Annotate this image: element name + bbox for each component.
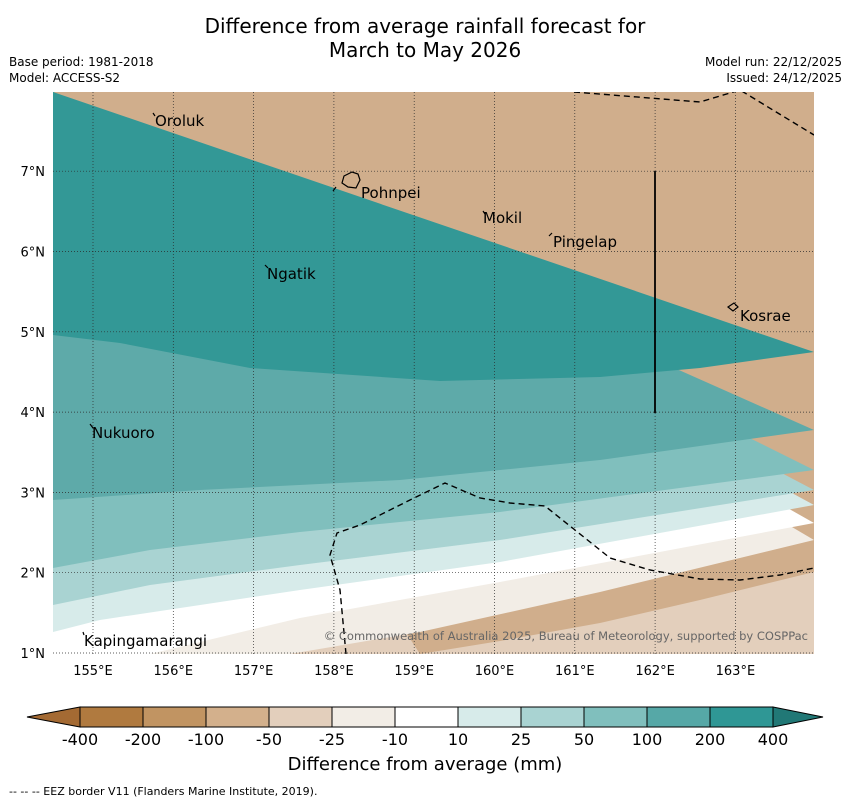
pohnpei-islet-shape [332,186,337,192]
model-name: Model: ACCESS-S2 [9,71,121,85]
longitude-label: 162°E [635,664,675,679]
colorbar-tick-label: -100 [187,730,225,749]
meta-right: Model run: 22/12/2025 Issued: 24/12/2025 [705,54,842,86]
longitude-label: 156°E [154,664,194,679]
colorbar-tick-label: -50 [255,730,283,749]
latitude-label: 5°N [21,326,46,341]
place-label-pohnpei: Pohnpei [361,184,421,202]
colorbar-extend-high [772,706,824,728]
latitude-label: 1°N [21,647,46,662]
colorbar-tick-label: 200 [694,730,726,749]
colorbar-segment [205,706,270,728]
place-label-mokil: Mokil [483,209,522,227]
colorbar-segment [520,706,585,728]
latitude-label: 3°N [21,486,46,501]
place-label-oroluk: Oroluk [155,112,204,130]
kapingamarangi-atoll-shape [82,631,85,636]
colorbar-tick-label: 25 [510,730,532,749]
latitude-label: 4°N [21,406,46,421]
pohnpei-island-shape [341,171,361,189]
colorbar-tick-label: -200 [124,730,162,749]
longitude-label: 163°E [716,664,756,679]
longitude-label: 159°E [394,664,434,679]
place-label-nukuoro: Nukuoro [92,424,155,442]
colorbar-segment [709,706,774,728]
place-label-pingelap: Pingelap [553,233,617,251]
eez-borders [329,92,814,654]
model-run: Model run: 22/12/2025 [704,55,842,69]
nukuoro-atoll-shape [89,423,94,429]
colorbar-tick-label: 100 [631,730,663,749]
meta-left: Base period: 1981-2018 Model: ACCESS-S2 [9,54,154,86]
mokil-atoll-shape [482,210,486,215]
colorbar-segment [646,706,711,728]
latitude-label: 7°N [21,165,46,180]
latitude-labels: 1°N 2°N 3°N 4°N 5°N 6°N 7°N [21,165,46,662]
longitude-label: 161°E [555,664,595,679]
place-label-ngatik: Ngatik [267,265,316,283]
oroluk-atoll-shape [152,112,156,117]
eez-border-south [329,482,814,654]
colorbar [26,706,824,728]
colorbar-tick-label: -25 [318,730,346,749]
colorbar-segment [268,706,333,728]
colorbar-segment [142,706,207,728]
map-fill [53,92,814,654]
kosrae-island-shape [726,302,739,312]
footnote: -- -- -- EEZ border V11 (Flanders Marine… [9,785,318,798]
copyright-text: © Commonwealth of Australia 2025, Bureau… [324,629,808,643]
ngatik-atoll-shape [264,264,269,269]
colorbar-tick-label: -400 [61,730,99,749]
colorbar-segment [79,706,144,728]
longitude-label: 155°E [73,664,113,679]
issued-date: Issued: 24/12/2025 [726,71,842,85]
band-200 [53,92,814,381]
longitude-label: 157°E [234,664,274,679]
colorbar-segment [457,706,522,728]
colorbar-tick-label: 10 [447,730,469,749]
longitude-label: 160°E [475,664,515,679]
latitude-label: 2°N [21,567,46,582]
base-period: Base period: 1981-2018 [9,55,154,69]
latitude-label: 6°N [21,246,46,261]
pingelap-atoll-shape [548,232,553,237]
colorbar-segment [331,706,396,728]
title-line-2: March to May 2026 [328,38,522,62]
colorbar-tick-label: 400 [757,730,789,749]
colorbar-segment [583,706,648,728]
place-label-kosrae: Kosrae [740,307,791,325]
colorbar-tick-label: 50 [573,730,595,749]
colorbar-title: Difference from average (mm) [287,754,563,775]
eez-border-north [573,92,814,136]
islands [82,112,739,636]
title-line-1: Difference from average rainfall forecas… [204,14,646,38]
longitude-label: 158°E [314,664,354,679]
colorbar-tick-label: -10 [381,730,409,749]
longitude-labels: 155°E 156°E 157°E 158°E 159°E 160°E 161°E 162°E… [73,664,755,679]
place-label-kapingamarangi: Kapingamarangi [84,632,207,650]
colorbar-segment [394,706,459,728]
colorbar-extend-low [26,706,81,728]
